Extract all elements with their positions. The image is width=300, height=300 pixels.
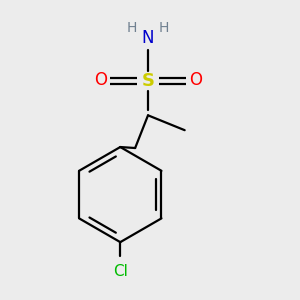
Text: O: O xyxy=(189,71,202,89)
Text: H: H xyxy=(127,21,137,35)
Text: O: O xyxy=(94,71,107,89)
Text: S: S xyxy=(142,72,154,90)
Text: N: N xyxy=(142,29,154,47)
Text: Cl: Cl xyxy=(113,264,128,279)
Text: H: H xyxy=(159,21,169,35)
